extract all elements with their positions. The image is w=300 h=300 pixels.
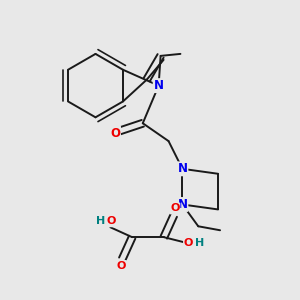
Text: O: O bbox=[117, 261, 126, 271]
Text: N: N bbox=[177, 162, 188, 175]
Text: N: N bbox=[154, 79, 164, 92]
Text: H: H bbox=[195, 238, 204, 248]
Text: O: O bbox=[110, 127, 120, 140]
Text: O: O bbox=[184, 238, 193, 248]
Text: H: H bbox=[96, 216, 105, 226]
Text: O: O bbox=[107, 216, 116, 226]
Text: O: O bbox=[170, 203, 179, 214]
Text: N: N bbox=[177, 198, 188, 211]
